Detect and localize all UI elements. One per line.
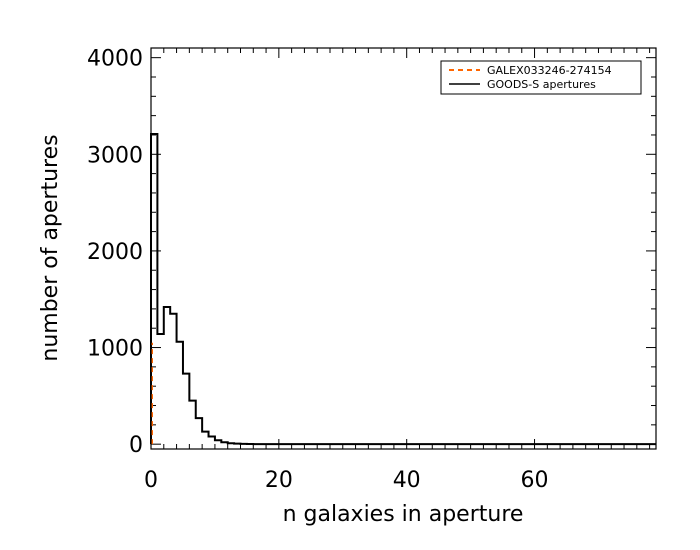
histogram-step-goods-s	[150, 132, 656, 446]
y-tick-label: 2000	[87, 240, 143, 265]
legend: GALEX033246-274154 GOODS-S apertures	[440, 60, 642, 95]
series-layer	[150, 132, 656, 446]
x-axis-label: n galaxies in aperture	[283, 502, 524, 527]
y-tick-label: 1000	[87, 337, 143, 362]
x-tick-label: 20	[265, 468, 293, 493]
x-axis-ticks: 0 20 40 60	[144, 48, 651, 493]
y-tick-label: 0	[129, 433, 143, 458]
y-tick-label: 3000	[87, 143, 143, 168]
legend-box	[440, 60, 642, 95]
x-tick-label: 0	[144, 468, 158, 493]
x-tick-label: 40	[393, 468, 421, 493]
legend-label-galex: GALEX033246-274154	[487, 64, 612, 77]
y-tick-label: 4000	[87, 47, 143, 72]
legend-label-goods: GOODS-S apertures	[487, 78, 596, 91]
y-axis-ticks: 0 1000 2000 3000 4000	[87, 47, 656, 458]
plot-frame	[150, 47, 657, 450]
x-tick-label: 60	[521, 468, 549, 493]
y-axis-label: number of apertures	[38, 134, 63, 361]
